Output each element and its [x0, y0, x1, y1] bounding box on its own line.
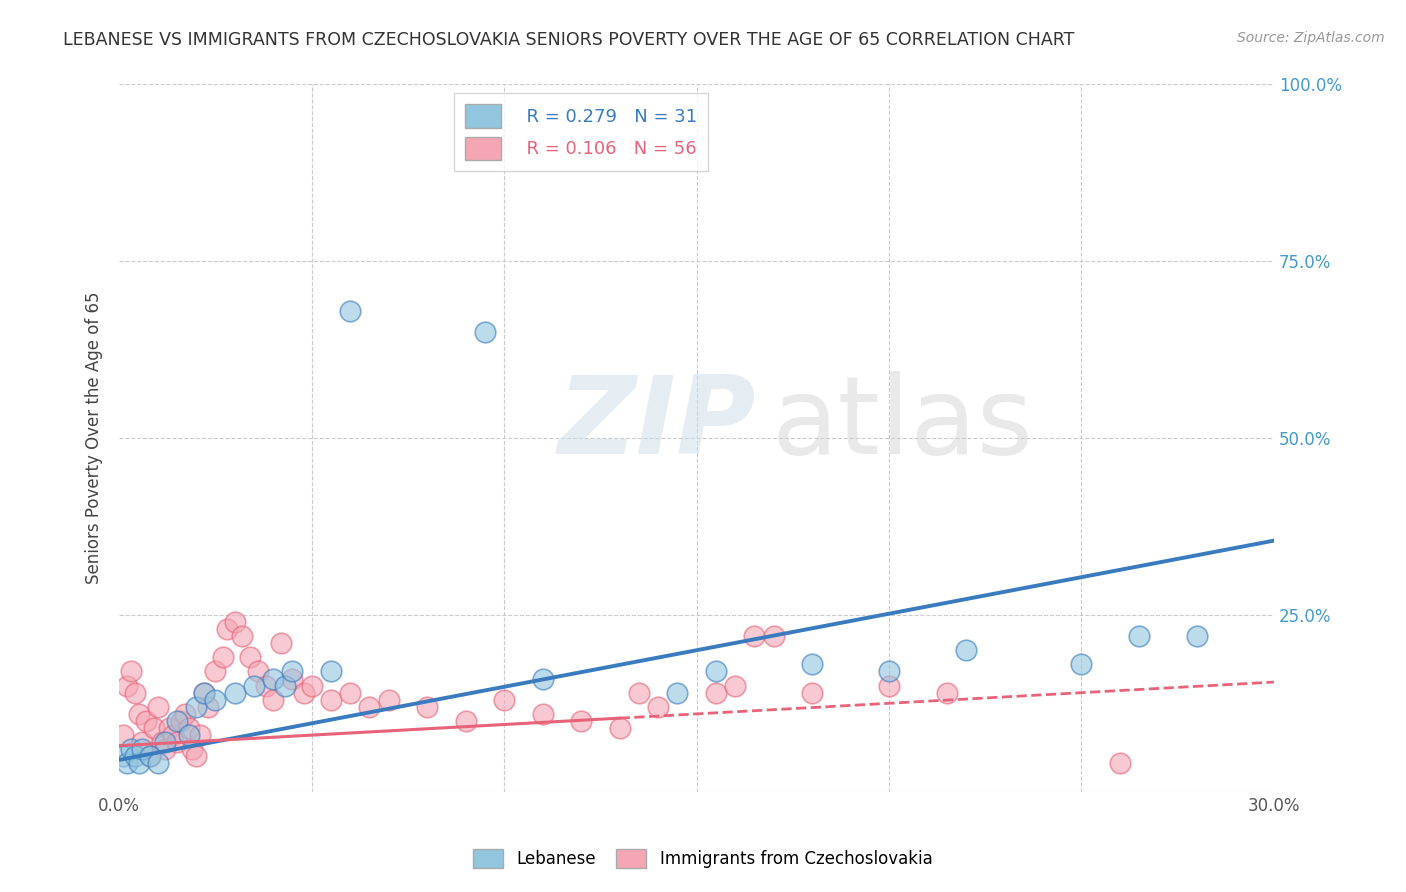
Point [212, 650, 235, 665]
Point [215, 622, 238, 636]
Point [166, 714, 188, 728]
Point [224, 615, 246, 629]
Point [262, 672, 284, 686]
Legend: Lebanese, Immigrants from Czechoslovakia: Lebanese, Immigrants from Czechoslovakia [467, 843, 939, 875]
Point [131, 735, 153, 749]
Point [935, 686, 957, 700]
Point [1109, 756, 1132, 771]
Point [281, 665, 304, 679]
Point [204, 665, 226, 679]
Point [150, 735, 173, 749]
Point [193, 686, 215, 700]
Point [193, 686, 215, 700]
Point [647, 699, 669, 714]
Point [155, 735, 177, 749]
Point [627, 686, 650, 700]
Point [281, 672, 304, 686]
Text: LEBANESE VS IMMIGRANTS FROM CZECHOSLOVAKIA SENIORS POVERTY OVER THE AGE OF 65 CO: LEBANESE VS IMMIGRANTS FROM CZECHOSLOVAK… [63, 31, 1074, 49]
Point [270, 636, 292, 650]
Point [744, 629, 766, 643]
Point [416, 699, 439, 714]
Point [454, 714, 477, 728]
Point [128, 756, 150, 771]
Point [762, 629, 785, 643]
Point [359, 699, 381, 714]
Point [155, 742, 177, 756]
Point [120, 665, 142, 679]
Point [262, 692, 284, 706]
Point [146, 699, 169, 714]
Point [112, 749, 135, 764]
Point [1128, 629, 1150, 643]
Point [177, 721, 200, 735]
Text: ZIP: ZIP [558, 371, 756, 477]
Point [139, 749, 162, 764]
Point [274, 679, 297, 693]
Point [186, 699, 208, 714]
Point [319, 692, 342, 706]
Point [339, 303, 361, 318]
Point [170, 714, 193, 728]
Point [173, 706, 195, 721]
Point [139, 749, 162, 764]
Point [128, 706, 150, 721]
Point [704, 665, 727, 679]
Point [877, 665, 900, 679]
Point [254, 679, 277, 693]
Point [186, 749, 208, 764]
Point [188, 728, 211, 742]
Point [1185, 629, 1208, 643]
Point [131, 742, 153, 756]
Legend:   R = 0.279   N = 31,   R = 0.106   N = 56: R = 0.279 N = 31, R = 0.106 N = 56 [454, 94, 709, 170]
Text: Source: ZipAtlas.com: Source: ZipAtlas.com [1237, 31, 1385, 45]
Point [166, 735, 188, 749]
Point [112, 728, 135, 742]
Point [243, 679, 266, 693]
Point [494, 692, 516, 706]
Point [569, 714, 592, 728]
Point [246, 665, 269, 679]
Point [666, 686, 689, 700]
Point [197, 699, 219, 714]
Point [146, 756, 169, 771]
Point [319, 665, 342, 679]
Point [801, 686, 824, 700]
Point [231, 629, 253, 643]
Point [704, 686, 727, 700]
Point [301, 679, 323, 693]
Point [474, 325, 496, 339]
Point [142, 721, 165, 735]
Point [120, 742, 142, 756]
Point [115, 679, 138, 693]
Point [124, 686, 146, 700]
Point [531, 706, 554, 721]
Point [239, 650, 262, 665]
Point [955, 643, 977, 657]
Point [377, 692, 399, 706]
Point [177, 728, 200, 742]
Point [531, 672, 554, 686]
Point [1070, 657, 1092, 672]
Point [339, 686, 361, 700]
Text: atlas: atlas [772, 371, 1033, 477]
Point [115, 756, 138, 771]
Point [292, 686, 315, 700]
Point [135, 714, 157, 728]
Point [609, 721, 631, 735]
Point [124, 749, 146, 764]
Point [724, 679, 747, 693]
Point [162, 728, 184, 742]
Point [204, 692, 226, 706]
Point [224, 686, 246, 700]
Y-axis label: Seniors Poverty Over the Age of 65: Seniors Poverty Over the Age of 65 [86, 292, 103, 584]
Point [181, 742, 204, 756]
Point [801, 657, 824, 672]
Point [157, 721, 180, 735]
Point [877, 679, 900, 693]
